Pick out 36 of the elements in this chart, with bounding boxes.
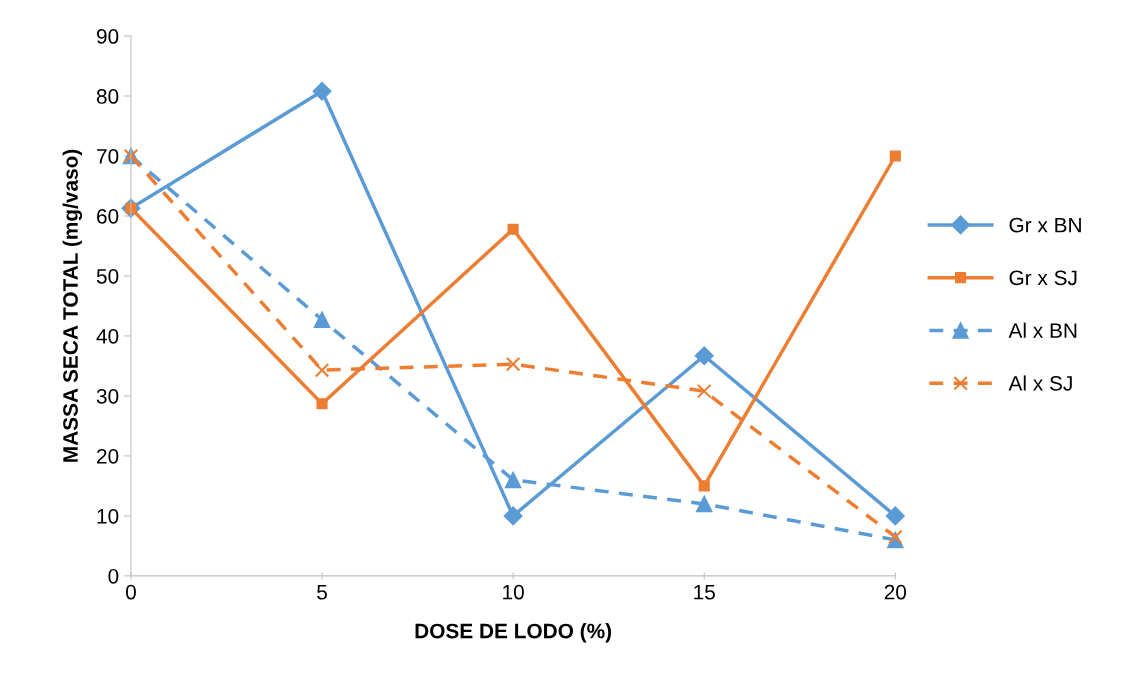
y-tick-label: 50: [96, 268, 119, 284]
point: [312, 81, 332, 101]
y-tick-label: 60: [97, 208, 119, 224]
point: [314, 362, 330, 378]
point: [504, 471, 522, 489]
legend-label: Al x SJ: [1008, 375, 1072, 391]
y-tick-label: 10: [97, 508, 119, 524]
x-tick-label: 5: [317, 584, 327, 600]
y-tick-label: 0: [108, 568, 119, 584]
point: [888, 529, 903, 545]
x-tick-label: 15: [694, 584, 715, 600]
x-tick-label: 0: [125, 584, 136, 600]
legend-label: Gr x SJ: [1009, 270, 1077, 286]
point: [503, 506, 523, 526]
y-axis-title: MASSA SECA TOTAL (mg/vaso): [62, 149, 83, 462]
x-axis-title: DOSE DE LODO (%): [415, 623, 612, 643]
y-tick-label: 90: [96, 29, 119, 44]
point: [507, 223, 519, 235]
point: [694, 346, 714, 366]
point: [313, 311, 331, 329]
point: [698, 480, 710, 492]
y-tick-label: 70: [97, 149, 119, 164]
point: [889, 150, 901, 162]
point: [695, 495, 713, 513]
y-tick-label: 20: [97, 448, 119, 464]
x-tick-label: 10: [503, 584, 524, 600]
x-tick-label: 20: [884, 584, 907, 600]
point: [316, 398, 328, 410]
point: [696, 383, 712, 399]
legend-label: Al x BN: [1008, 322, 1077, 338]
point: [885, 506, 905, 526]
point: [505, 356, 521, 372]
legend-label: Gr x BN: [1009, 217, 1081, 233]
y-tick-label: 40: [96, 328, 119, 344]
y-tick-label: 30: [96, 388, 119, 404]
y-tick-label: 80: [96, 89, 119, 104]
